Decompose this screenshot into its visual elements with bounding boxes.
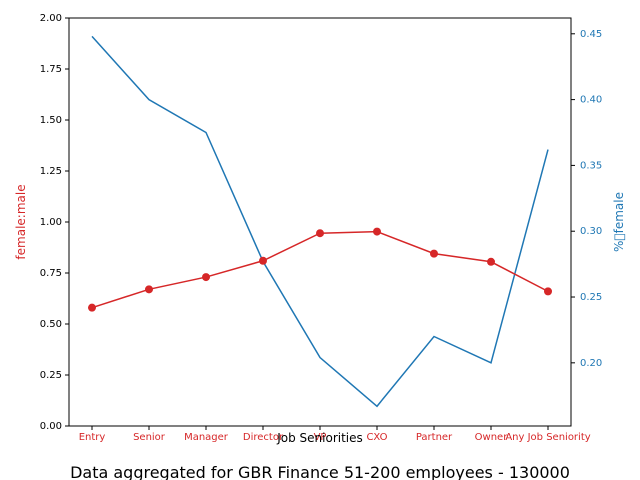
series-layer: [88, 35, 552, 408]
left-tick-label: 0.00: [40, 421, 62, 432]
right-tick-label: 0.30: [580, 226, 602, 237]
left-y-axis-label: female:male: [14, 184, 28, 259]
x-tick-label: VP: [314, 432, 327, 443]
x-axis-label: Job Seniorities: [276, 431, 363, 445]
right-tick-label: 0.40: [580, 95, 602, 106]
right-y-ticks: 0.20 0.25 0.30 0.35 0.40 0.45: [571, 29, 602, 369]
right-y-axis-label: % female: [612, 192, 626, 252]
female-male-point: [316, 229, 324, 238]
right-tick-label: 0.45: [580, 29, 602, 40]
right-tick-label: 0.20: [580, 358, 602, 369]
left-tick-label: 0.25: [40, 370, 62, 381]
female-male-point: [373, 227, 381, 236]
female-male-point: [88, 303, 96, 312]
right-tick-label: 0.35: [580, 160, 602, 171]
x-tick-label: Owner: [475, 432, 509, 443]
x-tick-label: CXO: [366, 432, 387, 443]
x-tick-label: Entry: [79, 432, 106, 443]
left-tick-label: 0.50: [40, 319, 62, 330]
chart-caption: Data aggregated for GBR Finance 51-200 e…: [70, 463, 570, 480]
female-male-point: [259, 256, 267, 265]
x-tick-label: Partner: [416, 432, 453, 443]
right-tick-label: 0.25: [580, 292, 602, 303]
female-male-point: [202, 273, 210, 282]
left-tick-label: 2.00: [40, 13, 62, 24]
x-tick-label: Director: [243, 432, 284, 443]
left-tick-label: 0.75: [40, 268, 62, 279]
left-y-ticks: 0.00 0.25 0.50 0.75 1.00 1.25 1.50 1.75 2.00: [40, 13, 69, 432]
female-male-point: [145, 285, 153, 294]
left-tick-label: 1.50: [40, 115, 62, 126]
female-male-point: [544, 287, 552, 296]
left-tick-label: 1.25: [40, 166, 62, 177]
x-tick-label: Any Job Seniority: [505, 432, 590, 443]
female-male-point: [430, 249, 438, 258]
x-ticks: Entry Senior Manager Director VP CXO Partner Ow…: [79, 426, 591, 443]
left-tick-label: 1.75: [40, 64, 62, 75]
series-line-pct-female: [91, 35, 549, 408]
female-male-point: [487, 257, 495, 266]
left-tick-label: 1.00: [40, 217, 62, 228]
x-tick-label: Manager: [184, 432, 229, 443]
plot-area: [68, 17, 572, 427]
x-tick-label: Senior: [133, 432, 166, 443]
